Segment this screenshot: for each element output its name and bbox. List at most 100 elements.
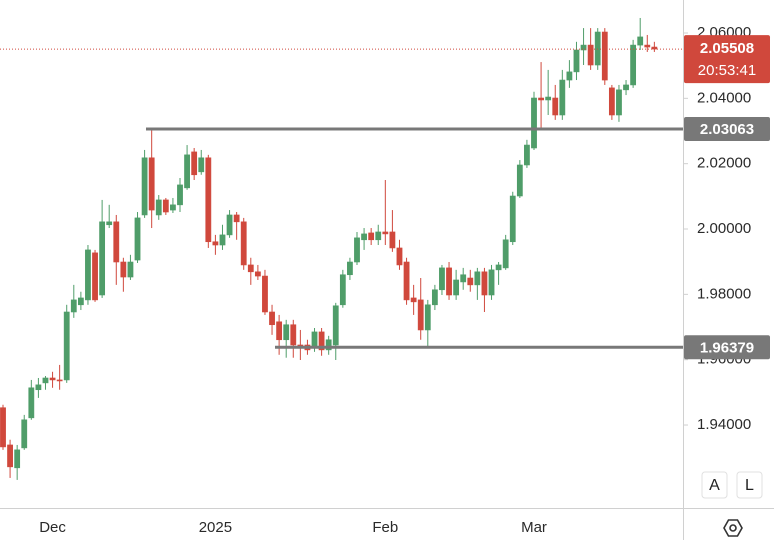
candle-body bbox=[637, 36, 644, 46]
x-tick-label: Dec bbox=[39, 519, 66, 536]
candle-body bbox=[63, 311, 70, 381]
candle-body bbox=[460, 274, 467, 283]
candle-body bbox=[49, 377, 56, 381]
level-label-box bbox=[684, 335, 770, 360]
candle-body bbox=[155, 199, 162, 216]
settings-icon-center bbox=[729, 524, 737, 532]
scale-button[interactable]: A bbox=[701, 471, 728, 499]
scale-button-box bbox=[736, 471, 763, 499]
candle-body bbox=[531, 97, 537, 149]
candle-body bbox=[630, 44, 637, 86]
candle-body bbox=[354, 237, 360, 263]
candle-body bbox=[35, 384, 42, 391]
candle-body bbox=[77, 297, 84, 306]
level-label: 1.96379 bbox=[700, 339, 754, 356]
candle-body bbox=[396, 247, 403, 266]
candle-body bbox=[559, 79, 566, 116]
candle-body bbox=[410, 297, 417, 303]
candle-body bbox=[70, 299, 77, 313]
candle-body bbox=[170, 204, 176, 211]
candle-body bbox=[226, 214, 233, 236]
candle-body bbox=[106, 221, 113, 226]
candle-body bbox=[382, 231, 389, 235]
candle-body bbox=[488, 269, 495, 296]
candle-body bbox=[424, 304, 431, 331]
candle-body bbox=[608, 87, 615, 116]
candle-body bbox=[516, 164, 523, 197]
x-tick-label: 2025 bbox=[199, 519, 232, 536]
candle-body bbox=[28, 387, 35, 419]
candle-body bbox=[113, 221, 120, 263]
y-tick-label: 2.04000 bbox=[697, 89, 751, 106]
candle-body bbox=[212, 241, 219, 246]
candle-body bbox=[240, 221, 247, 266]
candle-body bbox=[198, 157, 205, 173]
candle-body bbox=[339, 274, 346, 306]
candle-body bbox=[439, 267, 445, 291]
candle-body bbox=[7, 444, 13, 468]
candle-body bbox=[85, 249, 91, 301]
scale-button-label: A bbox=[709, 477, 720, 494]
candle-body bbox=[14, 449, 21, 469]
candle-body bbox=[347, 261, 353, 276]
candle-body bbox=[42, 377, 49, 384]
candle-body bbox=[290, 324, 297, 346]
current-price-box bbox=[684, 35, 770, 84]
time-axis: Dec 2025 Feb Mar bbox=[39, 519, 547, 536]
scale-button-box bbox=[701, 471, 728, 499]
candles bbox=[0, 17, 658, 480]
candle-body bbox=[219, 234, 226, 246]
candle-body bbox=[403, 261, 410, 301]
candle-body bbox=[368, 232, 375, 241]
candle-body bbox=[573, 49, 580, 73]
candle-body bbox=[361, 233, 367, 241]
current-price-label: 2.05508 bbox=[700, 40, 754, 57]
candle-body bbox=[375, 231, 382, 241]
scale-button-label: L bbox=[745, 477, 754, 494]
candle-body bbox=[120, 261, 127, 278]
level-label-box bbox=[684, 116, 770, 141]
y-tick-label: 2.02000 bbox=[697, 155, 751, 172]
axis-settings-button[interactable] bbox=[723, 519, 743, 537]
scale-button[interactable]: L bbox=[736, 471, 763, 499]
candle-body bbox=[269, 311, 275, 326]
candle-body bbox=[177, 184, 183, 206]
candle-body bbox=[502, 239, 509, 269]
candle-body bbox=[311, 331, 318, 349]
countdown-label: 20:53:41 bbox=[698, 62, 756, 79]
candle-body bbox=[21, 419, 28, 449]
candle-body bbox=[481, 271, 488, 296]
y-tick-label: 1.94000 bbox=[697, 416, 751, 433]
candle-body bbox=[467, 277, 474, 286]
candle-body bbox=[162, 199, 169, 213]
candle-body bbox=[538, 97, 544, 101]
level-label: 2.03063 bbox=[700, 121, 754, 138]
candle-body bbox=[325, 339, 332, 351]
candle-body bbox=[318, 331, 325, 351]
candle-body bbox=[566, 71, 573, 81]
candle-body bbox=[431, 289, 438, 306]
candle-body bbox=[623, 84, 629, 91]
candle-body bbox=[474, 271, 481, 286]
x-tick-label: Mar bbox=[521, 519, 547, 536]
y-tick-label: 1.98000 bbox=[697, 285, 751, 302]
candle-body bbox=[254, 271, 261, 277]
candle-body bbox=[127, 261, 134, 278]
candle-body bbox=[552, 97, 559, 116]
candle-body bbox=[594, 31, 601, 66]
candle-body bbox=[283, 324, 290, 341]
candle-body bbox=[0, 407, 6, 448]
candle-body bbox=[276, 321, 283, 341]
candle-body bbox=[545, 96, 552, 101]
candle-body bbox=[417, 299, 424, 331]
candle-body bbox=[92, 252, 98, 301]
candle-body bbox=[580, 44, 587, 51]
candle-body bbox=[191, 151, 198, 176]
candle-body bbox=[453, 279, 460, 296]
candle-body bbox=[148, 157, 155, 211]
candle-body bbox=[644, 44, 651, 48]
candle-body bbox=[141, 157, 148, 216]
candle-body bbox=[184, 154, 190, 189]
y-tick-label: 2.00000 bbox=[697, 220, 751, 237]
